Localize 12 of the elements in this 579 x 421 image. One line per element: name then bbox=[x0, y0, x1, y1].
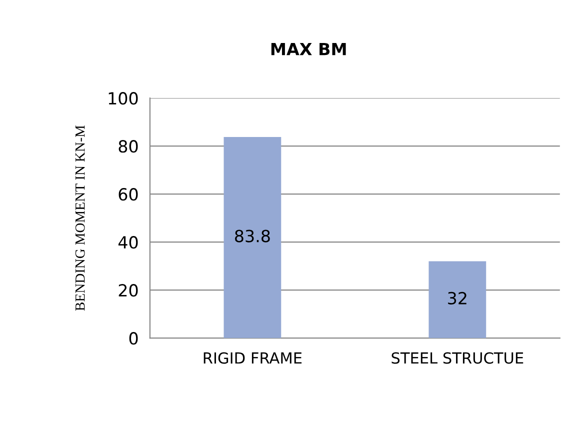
y-tick-label: 60 bbox=[118, 188, 138, 201]
y-tick-label: 80 bbox=[118, 140, 138, 153]
y-tick-label: 0 bbox=[129, 332, 138, 345]
y-tick-label: 100 bbox=[108, 92, 138, 105]
y-axis-title: BENDING MOMENT IN KN-M bbox=[75, 125, 85, 311]
x-tick-label: STEEL STRUCTUE bbox=[392, 352, 524, 364]
data-label: 83.8 bbox=[235, 230, 270, 242]
x-tick-label: RIGID FRAME bbox=[204, 352, 302, 364]
y-tick-label: 40 bbox=[118, 236, 138, 249]
data-label: 32 bbox=[448, 292, 466, 305]
chart-title: MAX BM bbox=[271, 42, 346, 56]
y-tick-label: 20 bbox=[118, 284, 138, 297]
